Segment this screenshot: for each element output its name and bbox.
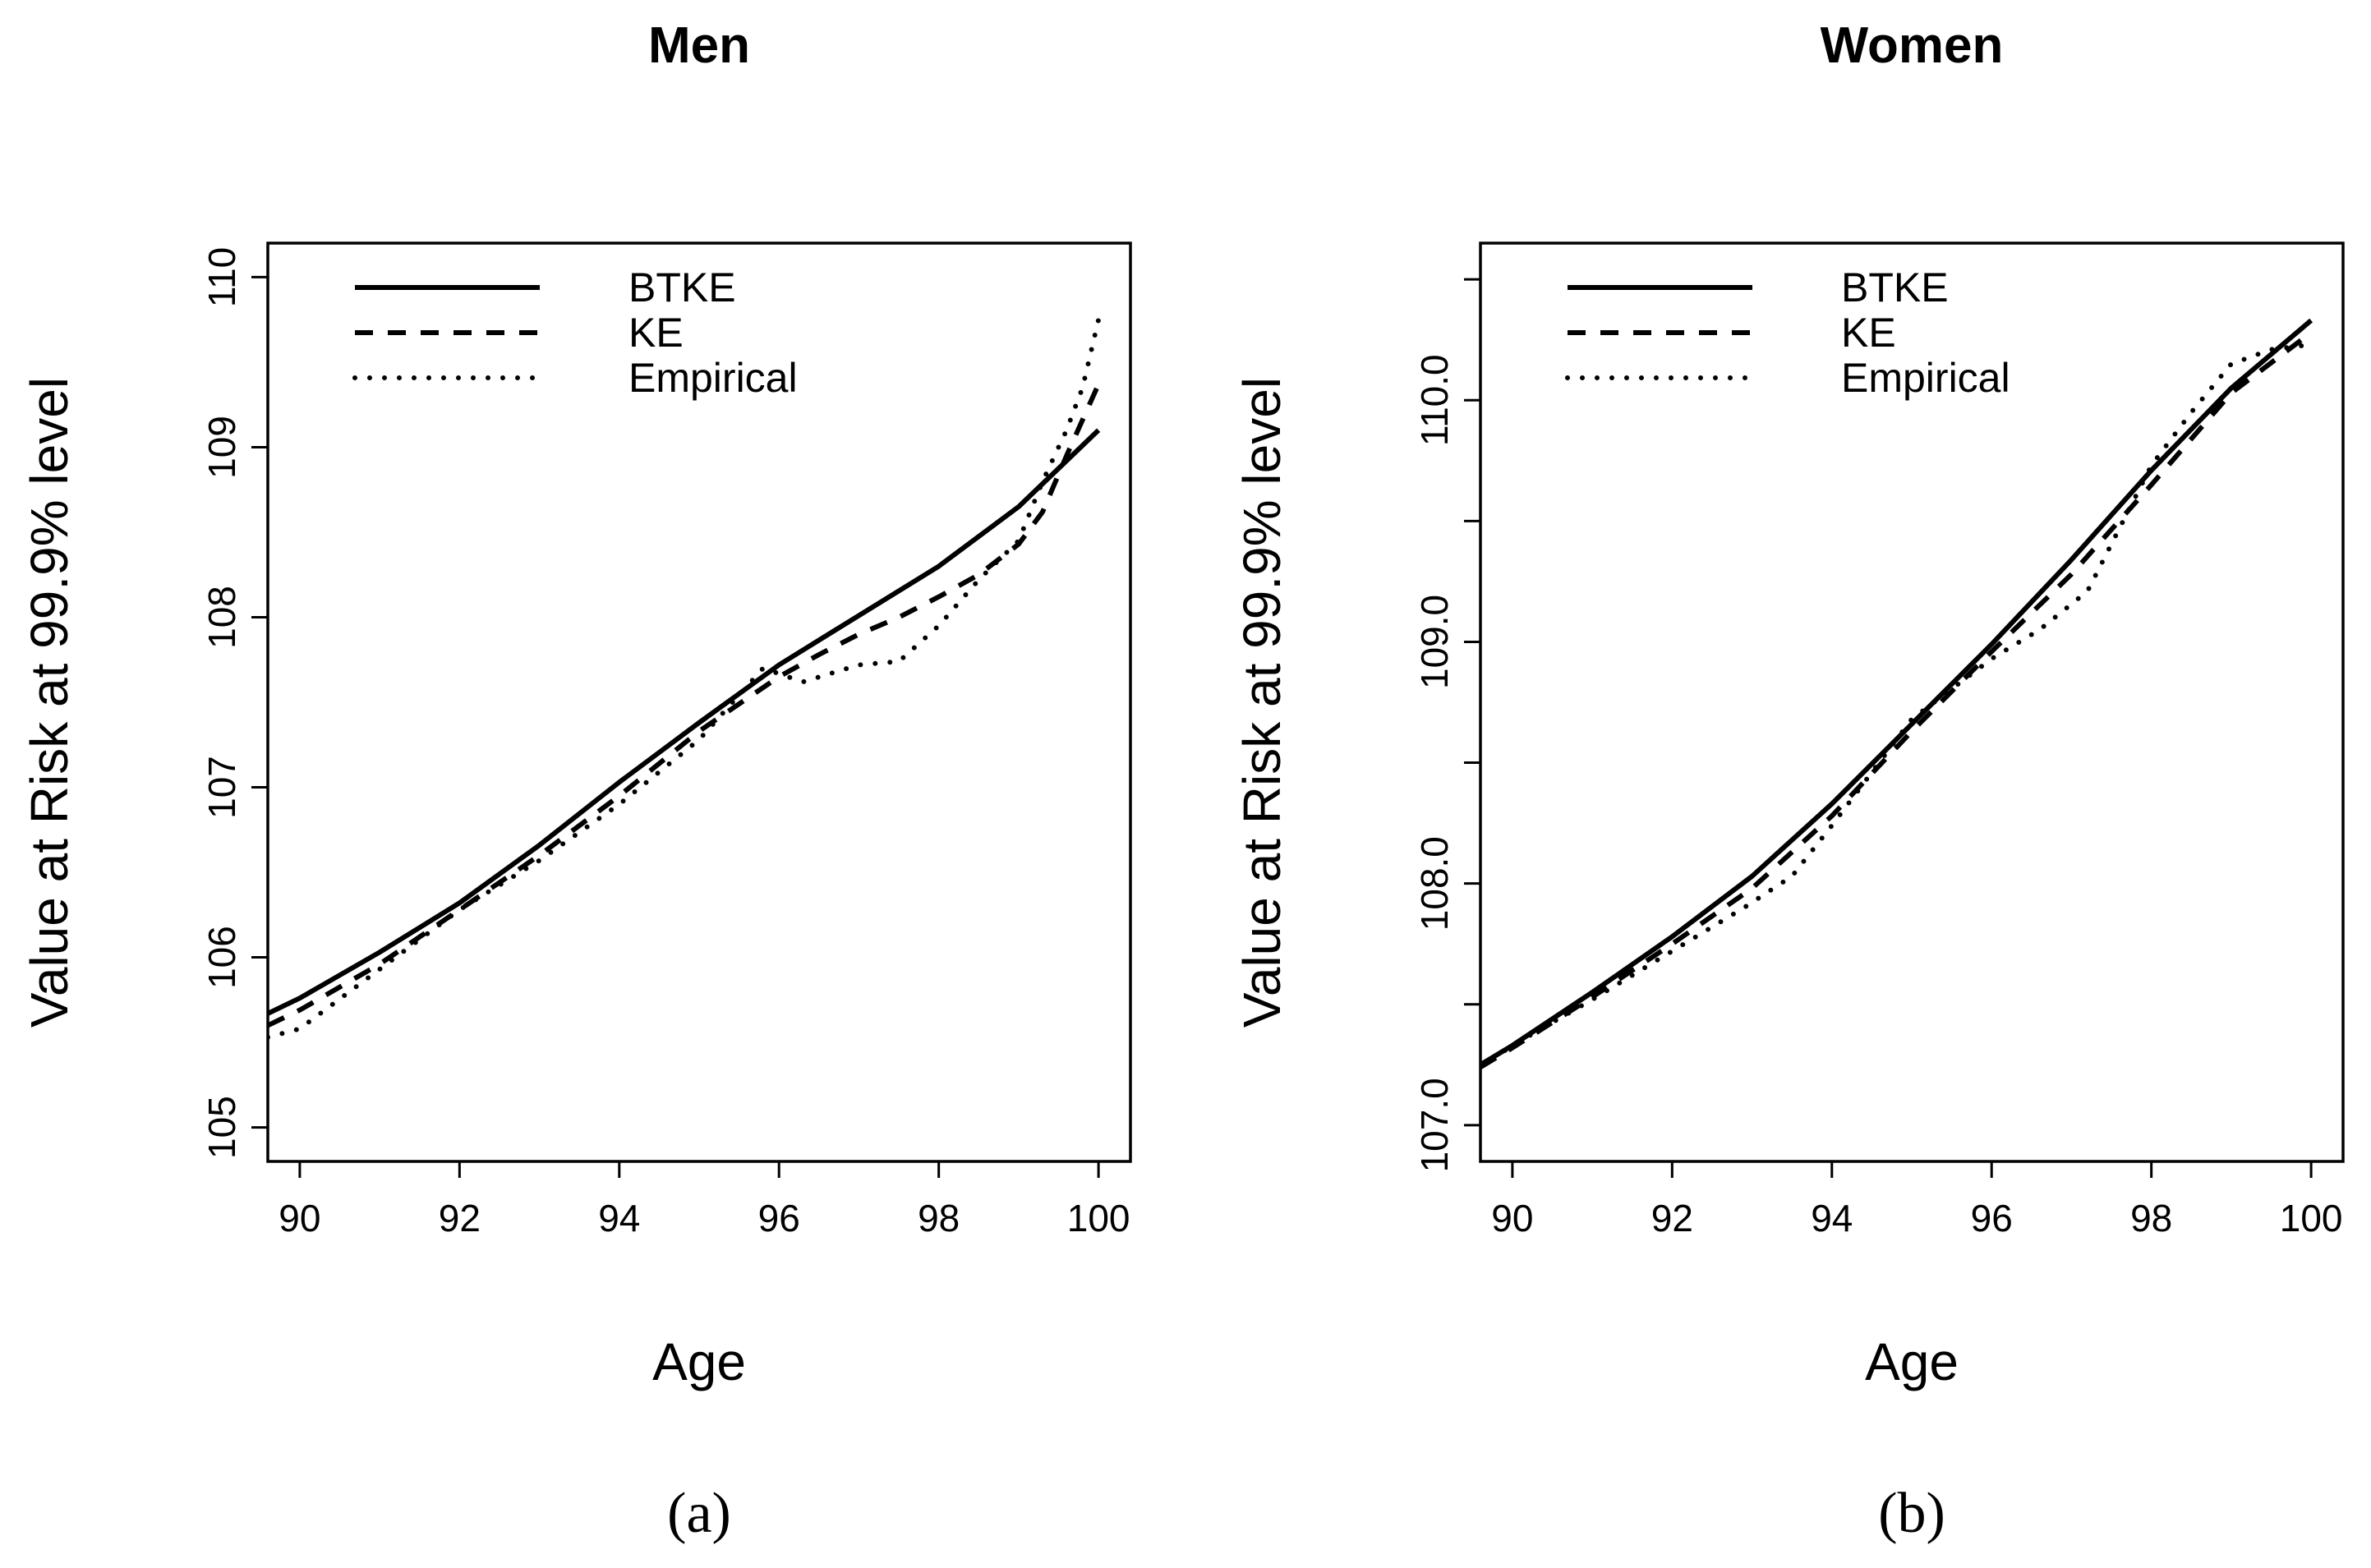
legend-label-ke: KE (1841, 310, 1896, 356)
y-tick-label: 106 (200, 926, 243, 989)
x-tick-label: 100 (1067, 1197, 1130, 1239)
x-tick-label: 94 (598, 1197, 640, 1239)
y-tick-label: 105 (200, 1096, 243, 1159)
legend-men: BTKE KE Empirical (352, 264, 798, 401)
series-lines-women (1480, 318, 2314, 1070)
x-tick-label: 96 (1971, 1197, 2013, 1239)
x-tick-label: 90 (279, 1197, 320, 1239)
x-axis-label-women: Age (1865, 1332, 1959, 1391)
x-tick-label: 96 (758, 1197, 800, 1239)
legend-label-empirical: Empirical (1841, 355, 2010, 401)
x-tick-label: 100 (2280, 1197, 2343, 1239)
y-axis-label-men: Value at Risk at 99.9% level (20, 377, 79, 1028)
legend-women: BTKE KE Empirical (1565, 264, 2010, 401)
series-btke-line (268, 428, 1101, 1016)
x-tick-label: 92 (439, 1197, 481, 1239)
y-tick-label: 108.0 (1413, 836, 1456, 931)
x-tick-label: 90 (1491, 1197, 1533, 1239)
y-axis-label-women: Value at Risk at 99.9% level (1232, 377, 1291, 1028)
series-btke-line (1480, 318, 2313, 1067)
x-tick-label: 94 (1811, 1197, 1853, 1239)
y-tick-label: 109 (200, 416, 243, 479)
axis-ticks-women: 90 92 94 96 98 100 107.0 108.0 109.0 110.0 (1413, 278, 2343, 1239)
legend-label-btke: BTKE (628, 264, 736, 310)
legend-label-ke: KE (628, 310, 684, 356)
x-tick-label: 92 (1651, 1197, 1693, 1239)
legend-label-empirical: Empirical (628, 355, 798, 401)
x-tick-label: 98 (2130, 1197, 2172, 1239)
caption-a: (a) (667, 1482, 731, 1545)
axis-ticks-men: 90 92 94 96 98 100 105 106 107 108 109 110 (200, 247, 1130, 1239)
series-ke-line (1480, 330, 2313, 1069)
legend-label-btke: BTKE (1841, 264, 1949, 310)
x-axis-label-men: Age (652, 1332, 746, 1391)
panel-women: Women Value at Risk at 99.9% level Age (… (1232, 17, 2345, 1545)
series-lines-men (268, 317, 1102, 1040)
panel-men: Men Value at Risk at 99.9% level Age (a)… (20, 17, 1132, 1545)
y-tick-label: 107.0 (1413, 1078, 1456, 1172)
caption-b: (b) (1878, 1482, 1945, 1545)
plot-frame-men (266, 241, 1132, 1163)
series-ke-line (268, 383, 1101, 1028)
series-empirical-line (268, 317, 1102, 1040)
y-tick-label: 108 (200, 586, 243, 649)
chart-title-men: Men (648, 17, 750, 74)
series-empirical-line (1480, 342, 2314, 1070)
plot-frame-women (1479, 241, 2345, 1163)
x-tick-label: 98 (918, 1197, 960, 1239)
y-tick-label: 109.0 (1413, 595, 1456, 689)
y-tick-label: 110 (200, 247, 243, 307)
y-tick-label: 110.0 (1413, 354, 1456, 446)
chart-title-women: Women (1821, 17, 2004, 74)
y-tick-label: 107 (200, 756, 243, 819)
